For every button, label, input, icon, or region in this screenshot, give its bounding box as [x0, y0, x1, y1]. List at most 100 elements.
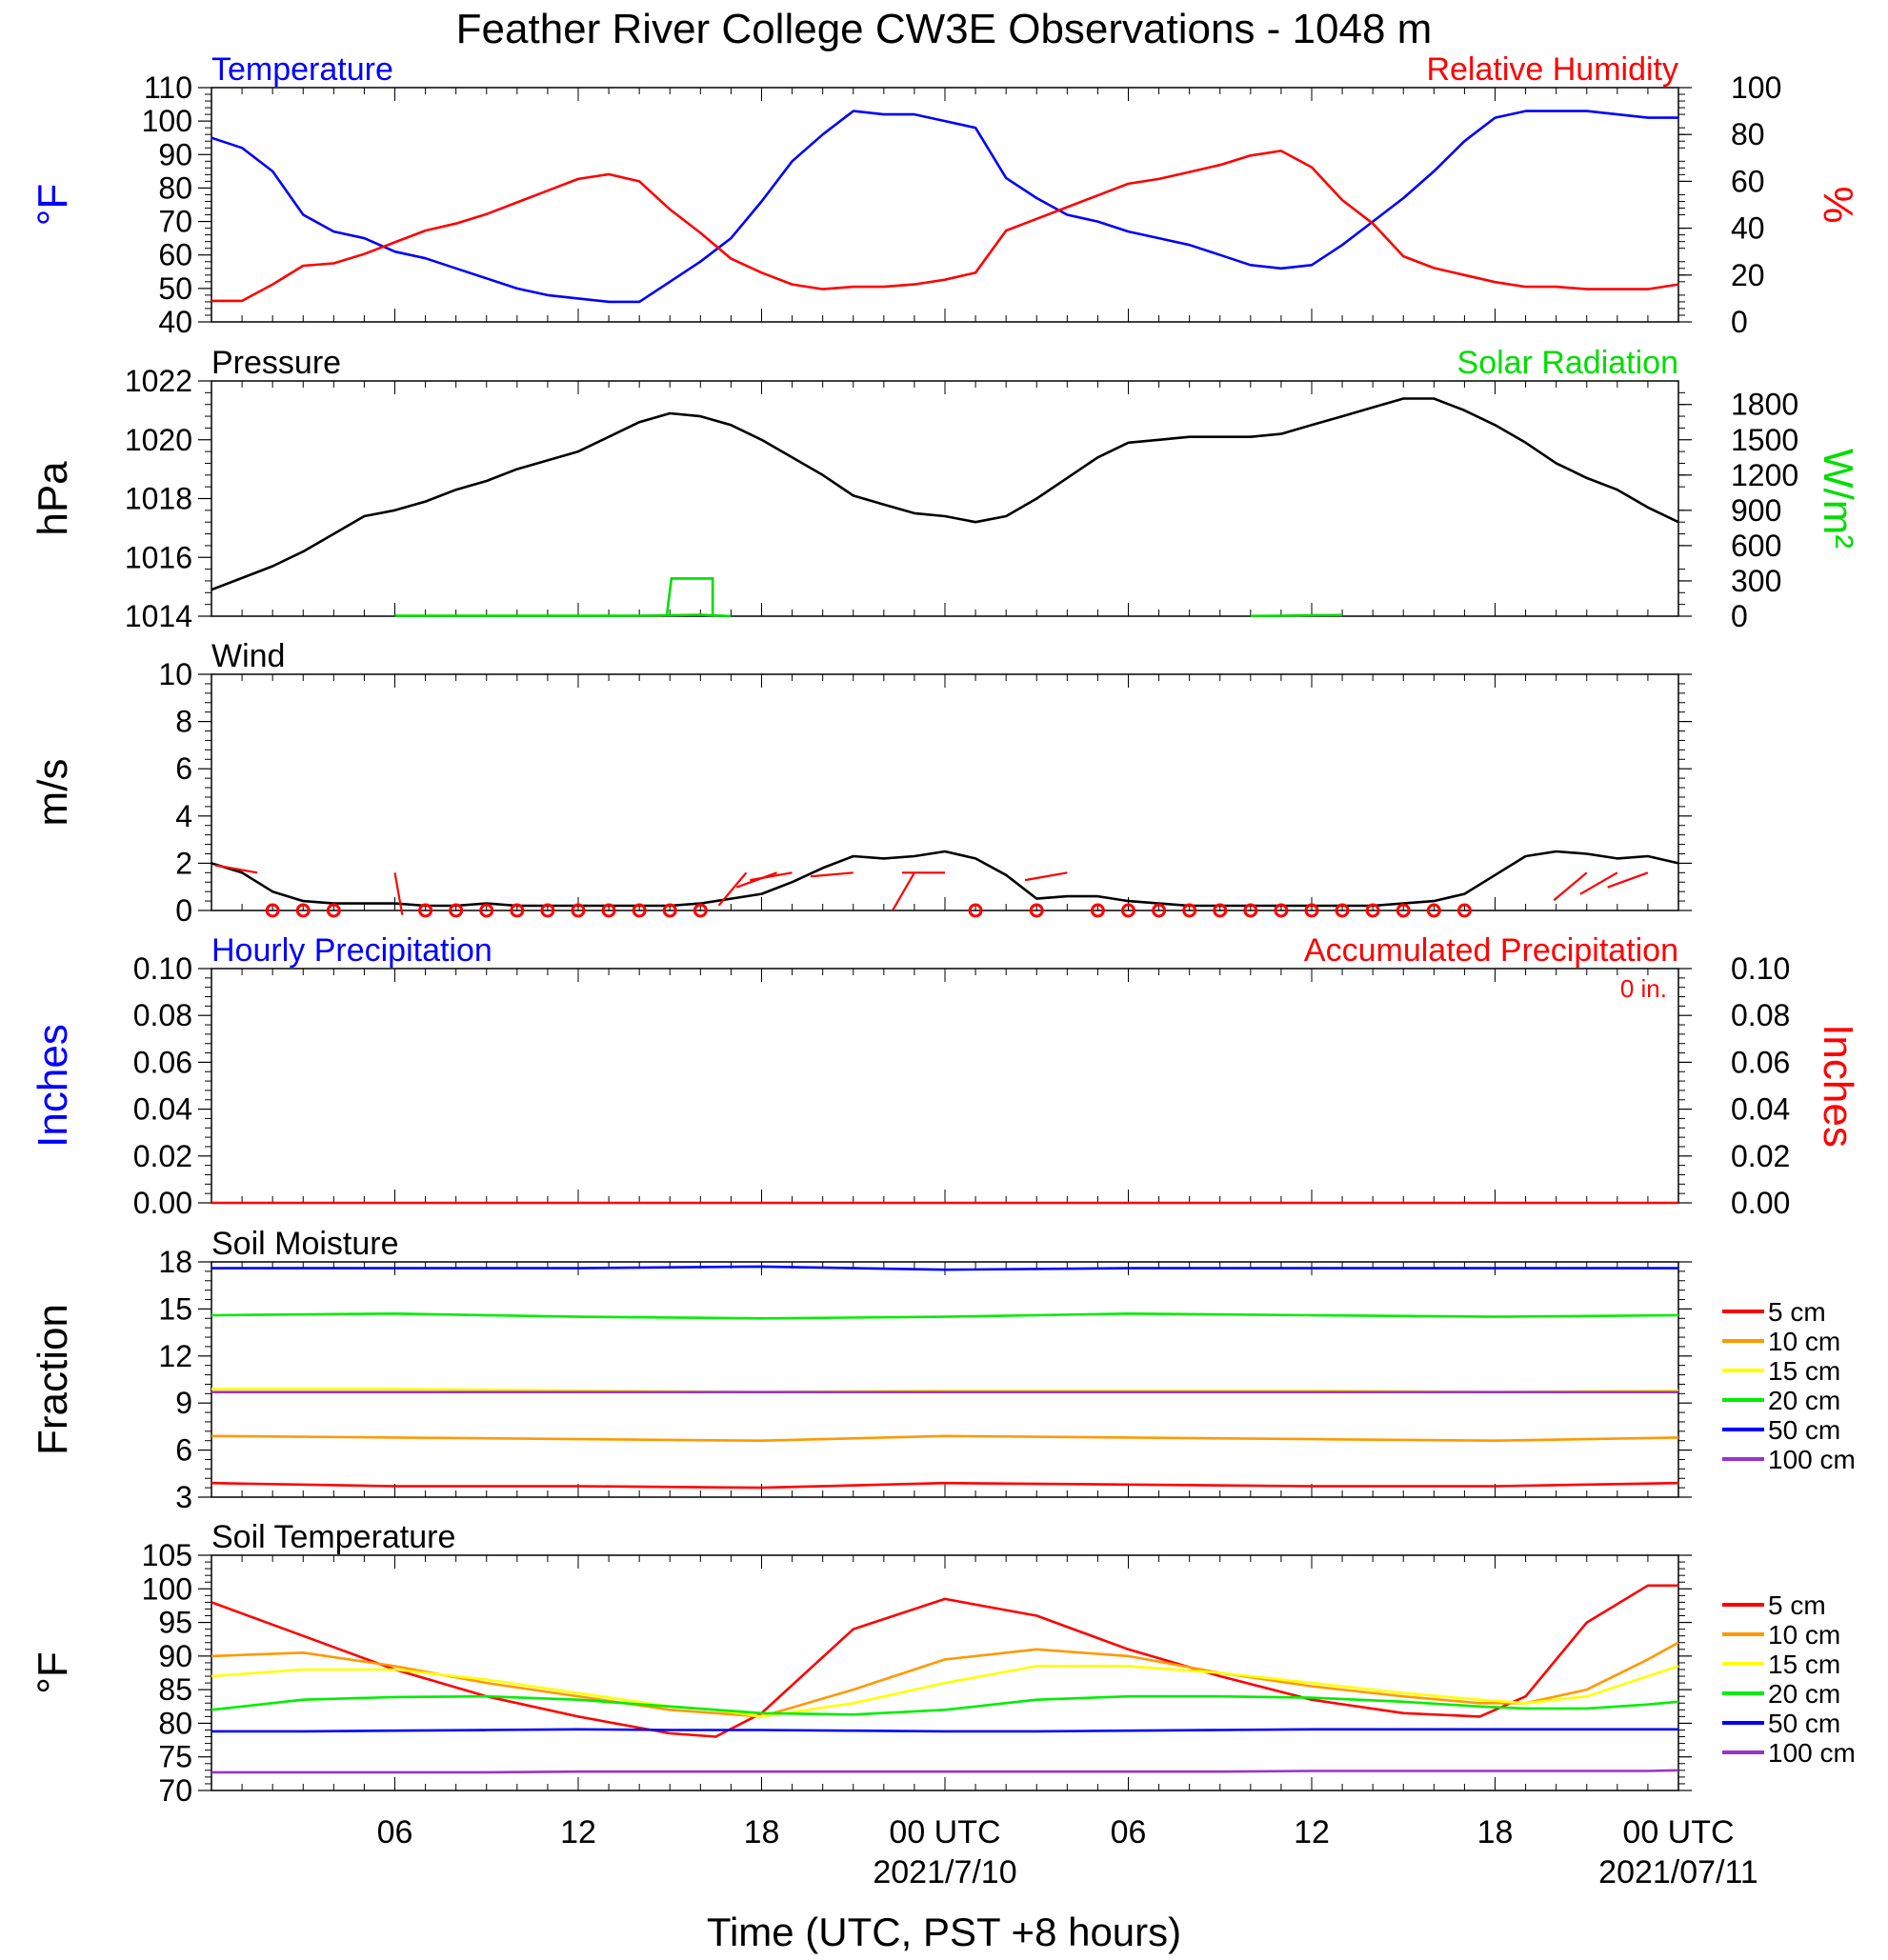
series-line [394, 613, 1343, 618]
legend-label: 50 cm [1768, 1709, 1840, 1738]
series-line [211, 1728, 1678, 1733]
panels: 405060708090100110020406080100Temperatur… [30, 51, 1861, 1808]
y-tick-label-left: 40 [158, 305, 192, 339]
y-tick-label-left: 2 [175, 846, 192, 880]
y-tick-label-left: 0.06 [133, 1045, 192, 1079]
x-tick-label: 12 [1294, 1814, 1330, 1850]
series-line [211, 1584, 1678, 1738]
panel-title-left: Soil Temperature [211, 1519, 455, 1555]
calm-wind-circle [571, 903, 586, 918]
y-tick-label-right: 0.10 [1731, 951, 1790, 986]
y-tick-label-right: 300 [1731, 564, 1781, 598]
panel-title-right: Accumulated Precipitation [1304, 932, 1678, 969]
wind-barb [810, 871, 854, 878]
y-tick-label-right: 0.00 [1731, 1186, 1790, 1220]
y-tick-label-left: 70 [158, 205, 192, 239]
calm-wind-circle [1274, 903, 1289, 918]
y-tick-label-left: 80 [158, 1706, 192, 1740]
legend-label: 5 cm [1768, 1297, 1826, 1327]
y-tick-label-left: 15 [158, 1291, 192, 1326]
y-axis-label-left: Fraction [30, 1304, 76, 1455]
y-tick-label-right: 1800 [1731, 388, 1798, 422]
y-tick-label-left: 6 [175, 1433, 192, 1468]
legend-label: 10 cm [1768, 1327, 1840, 1356]
y-axis-label-left: hPa [30, 461, 76, 536]
series-line [211, 1312, 1679, 1320]
panel-pressure-solar: 1014 1016 1018 1020 1022 03006009001200150018… [30, 345, 1861, 633]
wind-barb [750, 871, 793, 882]
panel-title-left: Soil Moisture [211, 1226, 399, 1262]
y-tick-label-right: 100 [1731, 70, 1781, 105]
calm-wind-circle [265, 903, 280, 918]
y-tick-label-left: 90 [158, 137, 192, 171]
y-tick-label-left: 90 [158, 1639, 192, 1673]
y-tick-label-left: 6 [175, 751, 192, 786]
calm-wind-circle [1396, 903, 1411, 918]
calm-wind-circle [449, 903, 464, 918]
series-line [211, 1434, 1679, 1442]
time-axis: 06 12 18 00 UTC 06 12 18 00 UTC 2021/7/10 2021/07… [377, 1814, 1758, 1890]
y-tick-label-left: 0.04 [133, 1092, 192, 1127]
calm-wind-circle [662, 903, 677, 918]
calm-wind-circle [1182, 903, 1197, 918]
y-tick-label-right: 0.04 [1731, 1092, 1790, 1127]
y-axis-label-left: °F [30, 184, 76, 226]
calm-wind-circle [1121, 903, 1135, 918]
calm-wind-circle [1456, 903, 1472, 918]
x-date-label: 2021/07/11 [1598, 1854, 1758, 1890]
series-line [211, 1769, 1679, 1774]
legend-label: 5 cm [1768, 1590, 1826, 1620]
panel-title-right: Relative Humidity [1426, 51, 1678, 88]
calm-wind-circle [1243, 903, 1258, 918]
x-tick-label: 18 [744, 1814, 780, 1850]
solar-pulse [665, 577, 714, 616]
y-tick-label-left: 8 [175, 705, 192, 739]
y-axis-label-left: °F [30, 1651, 76, 1693]
y-tick-label-right: 20 [1731, 258, 1765, 292]
series-line [211, 1265, 1678, 1271]
panel-wind: 0 2 4 6 8 10 Wind m/s [30, 638, 1692, 928]
calm-wind-circle [1090, 903, 1105, 918]
panel-frame [211, 1261, 1679, 1498]
y-tick-label-left: 80 [158, 170, 192, 205]
series-line [211, 1694, 1679, 1716]
calm-wind-circle [326, 903, 341, 918]
y-tick-label-left: 0.08 [133, 998, 192, 1032]
legend-label: 50 cm [1768, 1415, 1840, 1445]
legend-label: 15 cm [1768, 1650, 1840, 1679]
calm-wind-circle [968, 903, 983, 918]
y-tick-label-left: 100 [142, 1571, 192, 1606]
y-axis-label-right: Inches [1815, 1024, 1861, 1148]
y-axis-label-right: W/m² [1815, 449, 1861, 549]
y-tick-label-right: 0.08 [1731, 998, 1790, 1032]
calm-wind-circle [632, 903, 647, 918]
x-tick-label: 18 [1477, 1814, 1514, 1850]
y-tick-label-left: 1016 [125, 540, 192, 574]
panel-temperature-humidity: 405060708090100110020406080100Temperatur… [30, 51, 1861, 339]
chart-title: Feather River College CW3E Observations … [456, 6, 1433, 52]
y-tick-label-right: 60 [1731, 164, 1765, 198]
x-axis-label: Time (UTC, PST +8 hours) [707, 1910, 1181, 1954]
series-line [211, 397, 1679, 591]
calm-wind-circle [601, 903, 616, 918]
calm-wind-circle [1152, 903, 1167, 918]
legend-label: 100 cm [1768, 1738, 1856, 1768]
panel-title-left: Hourly Precipitation [211, 932, 492, 969]
legend-label: 20 cm [1768, 1679, 1840, 1709]
panel-frame [211, 673, 1679, 911]
y-tick-label-left: 1018 [125, 482, 192, 516]
y-tick-label-right: 80 [1731, 117, 1765, 151]
y-tick-label-left: 18 [158, 1245, 192, 1279]
x-tick-label: 12 [560, 1814, 596, 1850]
legend-label: 20 cm [1768, 1386, 1840, 1415]
y-tick-label-left: 0 [175, 893, 192, 928]
calm-wind-circle [1335, 903, 1350, 918]
calm-wind-circle [1426, 903, 1441, 918]
y-tick-label-left: 95 [158, 1606, 192, 1640]
y-axis-label-left: Inches [30, 1024, 76, 1148]
panel-title-left: Wind [211, 638, 285, 674]
y-axis-label-right: % [1815, 186, 1861, 223]
y-tick-label-left: 60 [158, 238, 192, 272]
